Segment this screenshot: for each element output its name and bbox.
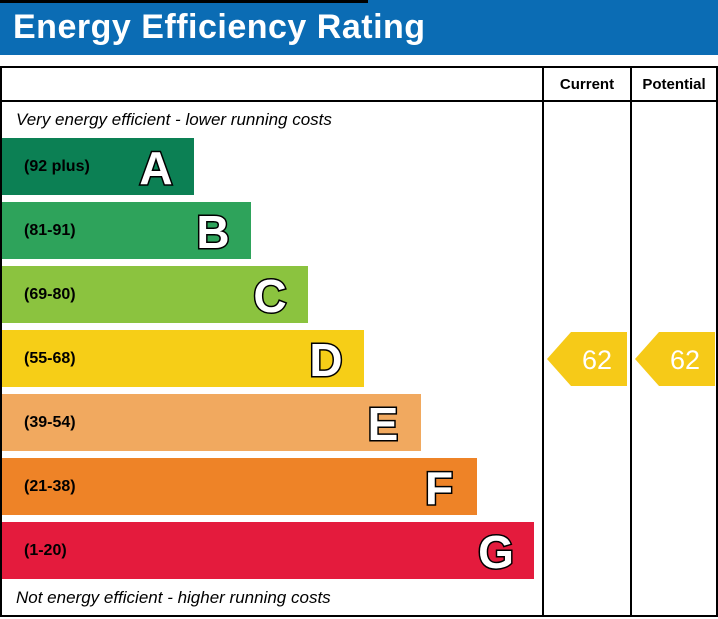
band-F-letter: F xyxy=(423,460,454,514)
band-A-letter: A xyxy=(138,140,174,194)
band-D-letter: D xyxy=(308,332,344,386)
band-B: (81-91) B xyxy=(2,202,251,259)
band-B-letter: B xyxy=(195,204,231,258)
bottom-note: Not energy efficient - higher running co… xyxy=(16,588,331,607)
band-D-range: (55-68) xyxy=(24,349,76,367)
potential-column: 62 xyxy=(630,102,716,615)
band-C: (69-80) C xyxy=(2,266,308,323)
band-F: (21-38) F xyxy=(2,458,477,515)
rating-table: Current Potential Very energy efficient … xyxy=(0,66,718,617)
band-G-range: (1-20) xyxy=(24,541,67,559)
band-D: (55-68) D xyxy=(2,330,364,387)
svg-text:E: E xyxy=(368,398,399,450)
svg-text:C: C xyxy=(253,270,286,322)
svg-text:G: G xyxy=(478,526,514,578)
header-spacer-cell xyxy=(2,68,542,102)
title-top-border xyxy=(0,0,368,3)
band-F-range: (21-38) xyxy=(24,477,76,495)
band-A-range: (92 plus) xyxy=(24,157,90,175)
band-B-range: (81-91) xyxy=(24,221,76,239)
svg-text:B: B xyxy=(196,206,229,258)
band-E-letter: E xyxy=(366,396,400,450)
current-rating-value: 62 xyxy=(582,345,612,375)
current-column: 62 xyxy=(542,102,630,615)
band-G-letter: G xyxy=(477,524,516,578)
potential-rating-value: 62 xyxy=(670,345,700,375)
bands-area: Very energy efficient - lower running co… xyxy=(2,102,542,615)
band-E: (39-54) E xyxy=(2,394,421,451)
svg-text:A: A xyxy=(139,142,172,194)
column-header-potential: Potential xyxy=(630,68,716,102)
column-header-current: Current xyxy=(542,68,630,102)
band-C-range: (69-80) xyxy=(24,285,76,303)
current-rating-arrow: 62 xyxy=(547,332,627,386)
band-E-range: (39-54) xyxy=(24,413,76,431)
band-C-letter: C xyxy=(252,268,288,322)
svg-text:D: D xyxy=(309,334,342,386)
title-bar: Energy Efficiency Rating xyxy=(0,0,718,55)
band-A: (92 plus) A xyxy=(2,138,194,195)
svg-text:F: F xyxy=(425,462,453,514)
top-note: Very energy efficient - lower running co… xyxy=(16,110,332,129)
potential-rating-arrow: 62 xyxy=(635,332,715,386)
band-G: (1-20) G xyxy=(2,522,534,579)
page-title: Energy Efficiency Rating xyxy=(13,8,426,46)
